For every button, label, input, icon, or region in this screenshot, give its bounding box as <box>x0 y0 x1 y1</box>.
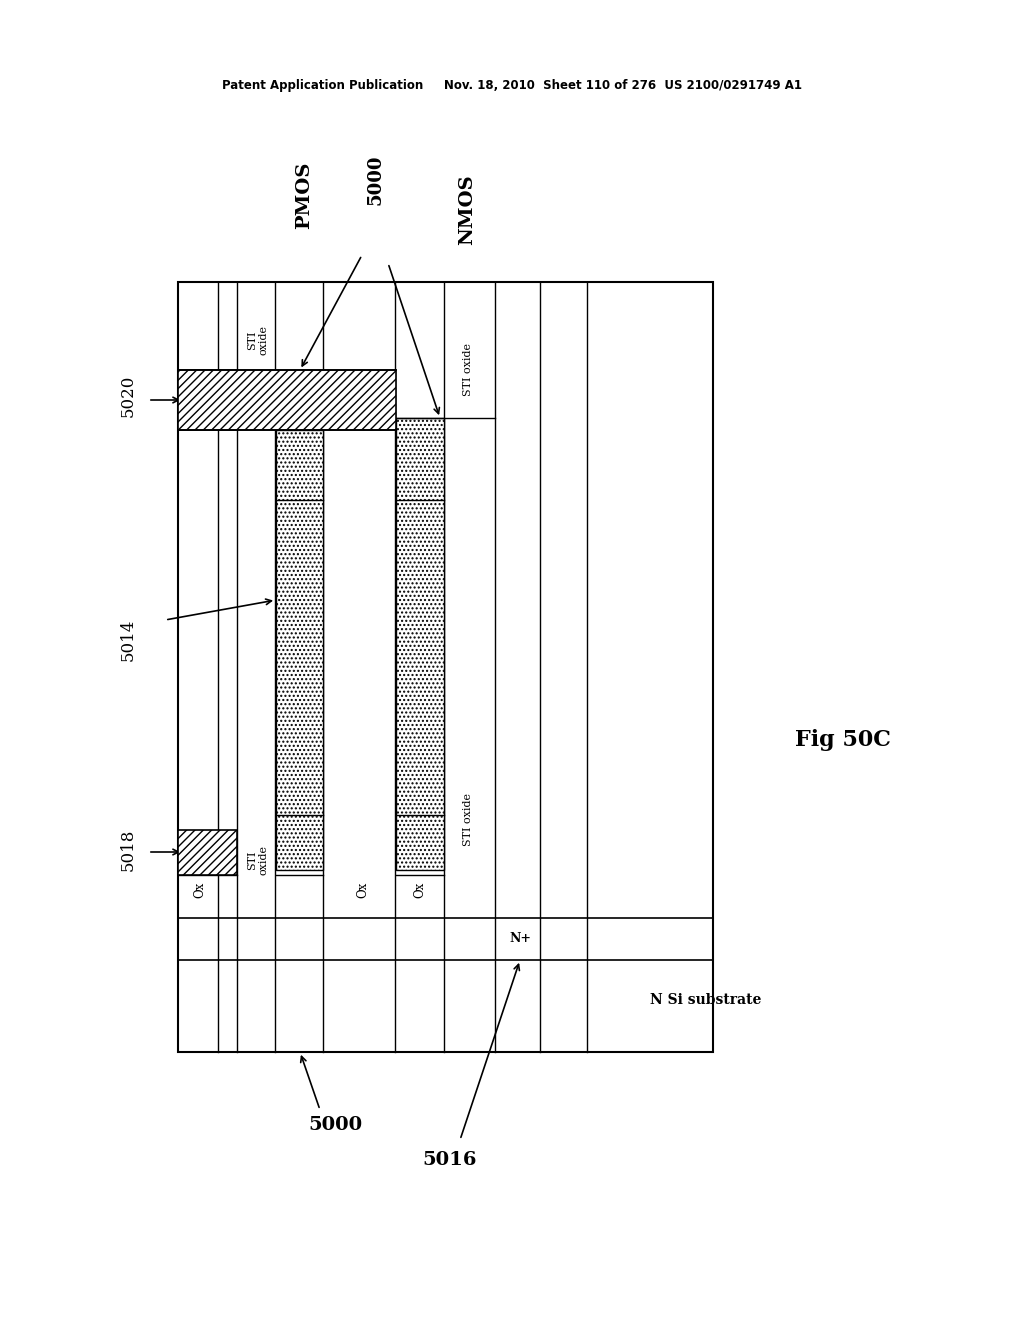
Text: N+: N+ <box>509 932 531 945</box>
Text: Ox: Ox <box>414 882 427 898</box>
Bar <box>178 370 396 430</box>
Text: 5000: 5000 <box>366 154 384 205</box>
Bar <box>178 370 237 430</box>
Text: Ox: Ox <box>356 882 370 898</box>
Bar <box>396 418 444 870</box>
Text: Patent Application Publication     Nov. 18, 2010  Sheet 110 of 276  US 2100/0291: Patent Application Publication Nov. 18, … <box>222 78 802 91</box>
Text: Fig 50C: Fig 50C <box>795 729 891 751</box>
Text: 5018: 5018 <box>120 829 136 871</box>
Text: N Si substrate: N Si substrate <box>650 993 762 1007</box>
Text: Ox: Ox <box>194 882 207 898</box>
Bar <box>178 282 713 1052</box>
Text: 5016: 5016 <box>423 1151 477 1170</box>
Text: STI oxide: STI oxide <box>463 793 473 846</box>
Text: PMOS: PMOS <box>295 161 313 228</box>
Text: 5000: 5000 <box>308 1115 362 1134</box>
Text: STI
oxide: STI oxide <box>247 325 268 355</box>
Text: STI oxide: STI oxide <box>463 343 473 396</box>
Bar <box>276 430 323 870</box>
Text: STI
oxide: STI oxide <box>247 845 268 875</box>
Text: NMOS: NMOS <box>458 174 476 246</box>
Text: 5014: 5014 <box>120 619 136 661</box>
Text: 5020: 5020 <box>120 375 136 417</box>
Bar <box>178 830 237 875</box>
